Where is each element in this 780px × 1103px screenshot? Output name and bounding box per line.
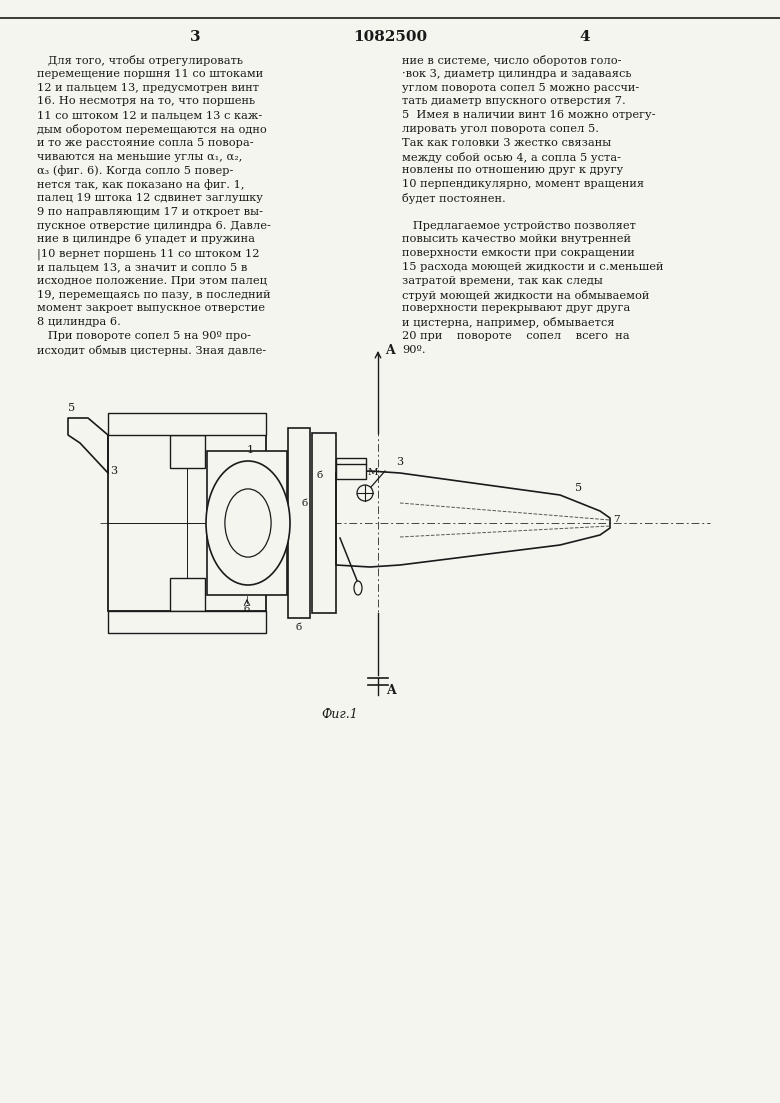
Text: б: б — [302, 499, 308, 507]
Text: 5  Имея в наличии винт 16 можно отрегу-: 5 Имея в наличии винт 16 можно отрегу- — [402, 110, 656, 120]
Text: Фиг.1: Фиг.1 — [321, 708, 358, 721]
Text: палец 19 штока 12 сдвинет заглушку: палец 19 штока 12 сдвинет заглушку — [37, 193, 263, 203]
Text: б: б — [317, 471, 323, 480]
Bar — [312, 433, 336, 613]
Text: 5: 5 — [69, 403, 76, 413]
Text: 12 и пальцем 13, предусмотрен винт: 12 и пальцем 13, предусмотрен винт — [37, 83, 259, 93]
Bar — [288, 428, 310, 618]
Text: б: б — [244, 606, 250, 614]
Text: и пальцем 13, а значит и сопло 5 в: и пальцем 13, а значит и сопло 5 в — [37, 263, 247, 272]
Text: затратой времени, так как следы: затратой времени, так как следы — [402, 276, 603, 286]
Text: повысить качество мойки внутренней: повысить качество мойки внутренней — [402, 235, 631, 245]
Text: 3: 3 — [110, 465, 117, 476]
Text: и то же расстояние сопла 5 повора-: и то же расстояние сопла 5 повора- — [37, 138, 254, 148]
Text: и цистерна, например, обмывается: и цистерна, например, обмывается — [402, 318, 615, 329]
Text: A: A — [386, 685, 395, 697]
Bar — [207, 451, 287, 595]
Text: М: М — [368, 468, 378, 476]
Text: 1082500: 1082500 — [353, 30, 427, 44]
Text: перемещение поршня 11 со штоками: перемещение поршня 11 со штоками — [37, 68, 264, 78]
Text: чиваются на меньшие углы α₁, α₂,: чиваются на меньшие углы α₁, α₂, — [37, 151, 243, 162]
Text: исходное положение. При этом палец: исходное положение. При этом палец — [37, 276, 267, 286]
Text: новлены по отношению друг к другу: новлены по отношению друг к другу — [402, 165, 623, 175]
Bar — [108, 413, 266, 435]
Bar — [108, 435, 266, 611]
Bar — [336, 464, 366, 479]
Text: будет постоянен.: будет постоянен. — [402, 193, 505, 204]
Ellipse shape — [206, 461, 290, 585]
Text: лировать угол поворота сопел 5.: лировать угол поворота сопел 5. — [402, 124, 599, 133]
Text: 4: 4 — [580, 30, 590, 44]
Text: При повороте сопел 5 на 90º про-: При повороте сопел 5 на 90º про- — [37, 331, 251, 341]
Text: 5: 5 — [575, 483, 582, 493]
Text: ·вок 3, диаметр цилиндра и задаваясь: ·вок 3, диаметр цилиндра и задаваясь — [402, 68, 632, 78]
Text: нется так, как показано на фиг. 1,: нется так, как показано на фиг. 1, — [37, 179, 244, 190]
Text: б: б — [296, 623, 302, 632]
Text: ние в системе, число оборотов голо-: ние в системе, число оборотов голо- — [402, 55, 622, 66]
Text: |10 вернет поршень 11 со штоком 12: |10 вернет поршень 11 со штоком 12 — [37, 248, 260, 259]
Text: 19, перемещаясь по пазу, в последний: 19, перемещаясь по пазу, в последний — [37, 290, 271, 300]
Text: Так как головки 3 жестко связаны: Так как головки 3 жестко связаны — [402, 138, 612, 148]
Bar — [108, 611, 266, 633]
Text: Предлагаемое устройство позволяет: Предлагаемое устройство позволяет — [402, 221, 636, 231]
Ellipse shape — [225, 489, 271, 557]
Text: момент закроет выпускное отверстие: момент закроет выпускное отверстие — [37, 303, 265, 313]
Text: 7: 7 — [613, 515, 619, 525]
Text: 16. Но несмотря на то, что поршень: 16. Но несмотря на то, что поршень — [37, 96, 255, 106]
Text: струй моющей жидкости на обмываемой: струй моющей жидкости на обмываемой — [402, 290, 650, 301]
Bar — [170, 435, 205, 468]
Text: 3: 3 — [396, 457, 403, 467]
Text: поверхности емкости при сокращении: поверхности емкости при сокращении — [402, 248, 635, 258]
Text: тать диаметр впускного отверстия 7.: тать диаметр впускного отверстия 7. — [402, 96, 626, 106]
Text: поверхности перекрывают друг друга: поверхности перекрывают друг друга — [402, 303, 630, 313]
Text: между собой осью 4, а сопла 5 уста-: между собой осью 4, а сопла 5 уста- — [402, 151, 621, 162]
Text: углом поворота сопел 5 можно рассчи-: углом поворота сопел 5 можно рассчи- — [402, 83, 640, 93]
Text: 8 цилиндра 6.: 8 цилиндра 6. — [37, 318, 121, 328]
Bar — [170, 578, 205, 611]
Text: Для того, чтобы отрегулировать: Для того, чтобы отрегулировать — [37, 55, 243, 66]
Text: 15 расхода моющей жидкости и с.меньшей: 15 расхода моющей жидкости и с.меньшей — [402, 263, 664, 272]
Text: 11 со штоком 12 и пальцем 13 с каж-: 11 со штоком 12 и пальцем 13 с каж- — [37, 110, 262, 120]
Text: 3: 3 — [190, 30, 200, 44]
Text: 1: 1 — [246, 445, 254, 456]
Text: α₃ (фиг. 6). Когда сопло 5 повер-: α₃ (фиг. 6). Когда сопло 5 повер- — [37, 165, 233, 176]
Text: ние в цилиндре 6 упадет и пружина: ние в цилиндре 6 упадет и пружина — [37, 235, 255, 245]
Text: 9 по направляющим 17 и откроет вы-: 9 по направляющим 17 и откроет вы- — [37, 206, 263, 217]
Text: 20 при    повороте    сопел    всего  на: 20 при повороте сопел всего на — [402, 331, 629, 341]
Text: A: A — [385, 344, 395, 357]
Text: пускное отверстие цилиндра 6. Давле-: пускное отверстие цилиндра 6. Давле- — [37, 221, 271, 231]
Text: исходит обмыв цистерны. Зная давле-: исходит обмыв цистерны. Зная давле- — [37, 345, 266, 356]
Ellipse shape — [354, 581, 362, 595]
Text: 10 перпендикулярно, момент вращения: 10 перпендикулярно, момент вращения — [402, 179, 644, 190]
Text: дым оборотом перемещаются на одно: дым оборотом перемещаются на одно — [37, 124, 267, 135]
Text: 90º.: 90º. — [402, 345, 426, 355]
